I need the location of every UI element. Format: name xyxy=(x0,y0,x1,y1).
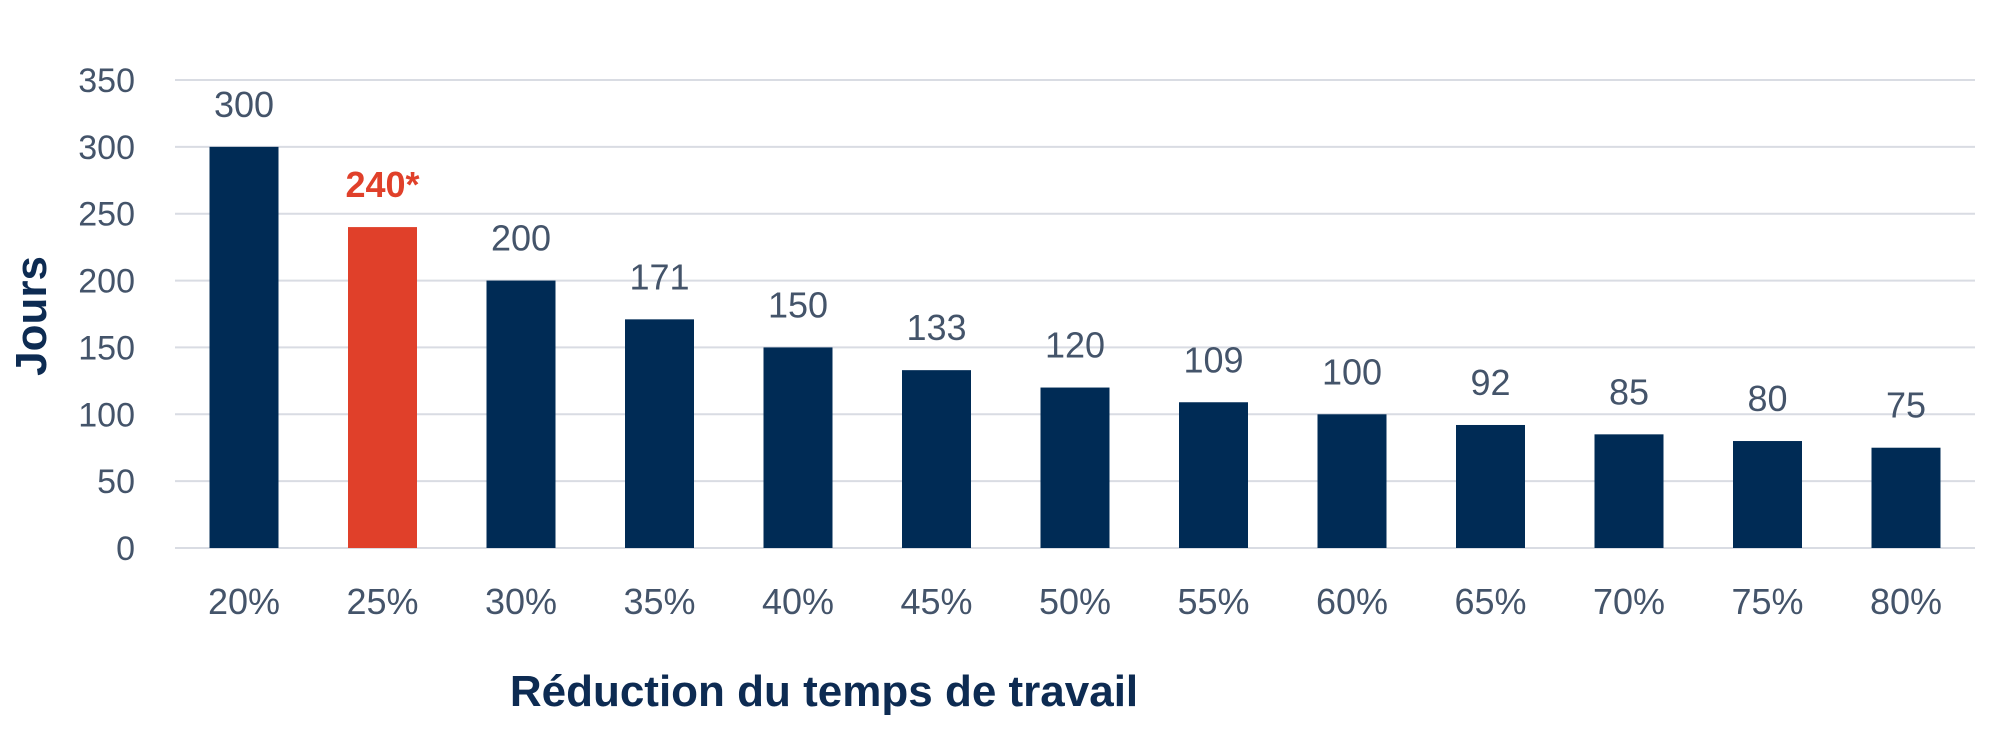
bar xyxy=(1317,414,1387,548)
data-label: 80 xyxy=(1747,378,1787,419)
bar xyxy=(486,280,556,548)
x-tick-label: 20% xyxy=(208,581,280,622)
y-tick-label: 100 xyxy=(78,396,135,434)
x-axis-title: Réduction du temps de travail xyxy=(510,667,1138,716)
y-axis-ticks: 0 50 100 150 200 250 300 350 xyxy=(78,62,135,568)
x-tick-label: 60% xyxy=(1316,581,1388,622)
data-labels: 300 240* 200 171 150 133 120 109 100 92 85 80 75 xyxy=(214,84,1926,426)
bar xyxy=(348,227,417,549)
x-tick-label: 55% xyxy=(1177,581,1249,622)
data-label: 300 xyxy=(214,84,274,125)
y-tick-label: 200 xyxy=(78,263,135,301)
bar xyxy=(1456,424,1525,548)
y-tick-label: 350 xyxy=(78,62,135,100)
y-tick-label: 50 xyxy=(97,463,135,501)
data-label: 75 xyxy=(1886,385,1926,426)
bar xyxy=(1179,402,1248,548)
y-tick-label: 250 xyxy=(78,196,135,234)
bar xyxy=(1871,447,1941,548)
data-label: 240* xyxy=(345,164,419,205)
data-label: 171 xyxy=(629,256,689,297)
y-tick-label: 0 xyxy=(116,530,135,568)
bar xyxy=(1040,387,1110,548)
y-tick-label: 150 xyxy=(78,329,135,367)
data-label: 109 xyxy=(1183,339,1243,380)
x-axis-ticks: 20% 25% 30% 35% 40% 45% 50% 55% 60% 65% 70% 75% 80% xyxy=(208,581,1942,622)
bar xyxy=(209,146,279,548)
bar xyxy=(1594,434,1664,548)
bars xyxy=(209,146,1941,549)
x-tick-label: 35% xyxy=(623,581,695,622)
x-tick-label: 45% xyxy=(900,581,972,622)
x-tick-label: 80% xyxy=(1870,581,1942,622)
x-tick-label: 40% xyxy=(762,581,834,622)
bar xyxy=(902,370,971,548)
x-tick-label: 30% xyxy=(485,581,557,622)
data-label: 120 xyxy=(1045,325,1105,366)
x-tick-label: 75% xyxy=(1731,581,1803,622)
data-label: 133 xyxy=(906,307,966,348)
bar xyxy=(1733,441,1802,548)
x-tick-label: 50% xyxy=(1039,581,1111,622)
y-tick-label: 300 xyxy=(78,129,135,167)
x-tick-label: 25% xyxy=(346,581,418,622)
x-tick-label: 65% xyxy=(1454,581,1526,622)
x-tick-label: 70% xyxy=(1593,581,1665,622)
data-label: 150 xyxy=(768,284,828,325)
data-label: 85 xyxy=(1609,371,1649,412)
bar xyxy=(625,319,694,548)
data-label: 200 xyxy=(491,218,551,259)
bar xyxy=(763,347,833,548)
data-label: 92 xyxy=(1470,362,1510,403)
y-axis-title: Jours xyxy=(7,256,56,376)
data-label: 100 xyxy=(1322,351,1382,392)
